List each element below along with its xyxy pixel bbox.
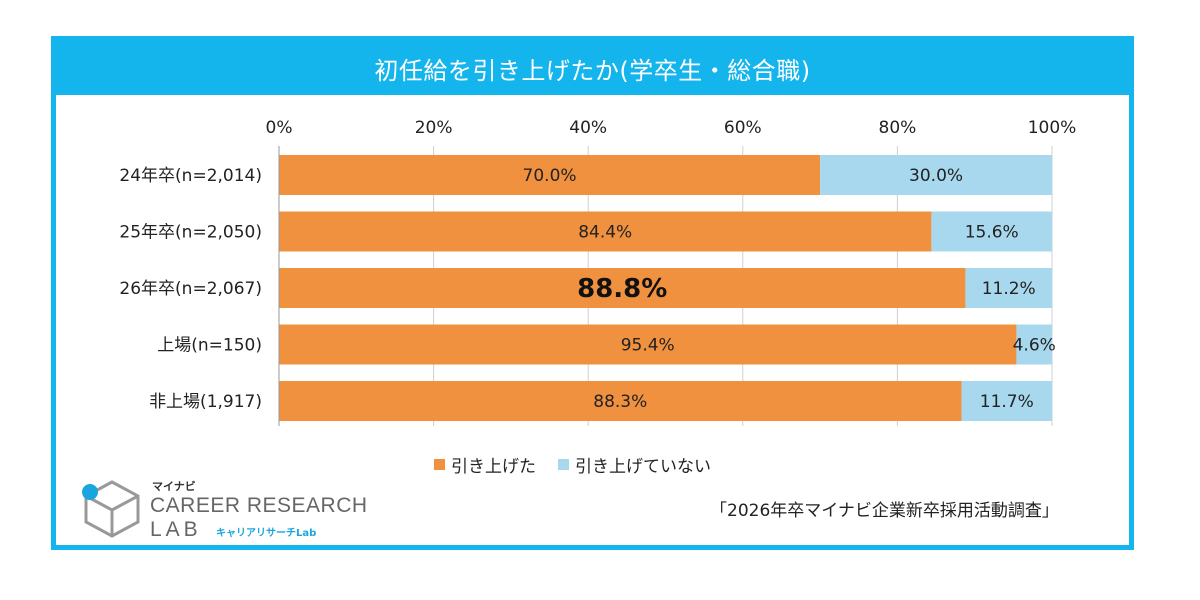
legend-item-not-raised: 引き上げていない [558, 452, 711, 477]
title-bar: 初任給を引き上げたか(学卒生・総合職) [56, 41, 1129, 95]
data-label: 4.6% [1013, 336, 1056, 356]
logo-line2: LAB [150, 518, 202, 541]
bar-not-raised [965, 268, 1052, 308]
legend: 引き上げた 引き上げていない [434, 452, 711, 477]
legend-swatch-raised [434, 459, 445, 470]
category-label: 24年卒(n=2,014) [119, 166, 262, 186]
bar-not-raised [820, 155, 1052, 195]
x-tick-label: 100% [1028, 118, 1077, 138]
legend-label-raised: 引き上げた [451, 457, 536, 477]
source-note: 「2026年卒マイナビ企業新卒採用活動調査」 [710, 501, 1059, 521]
logo-line1: CAREER RESEARCH [150, 494, 368, 517]
legend-item-raised: 引き上げた [434, 452, 536, 477]
category-label: 25年卒(n=2,050) [119, 223, 262, 243]
bar-not-raised [961, 381, 1052, 421]
chart-title: 初任給を引き上げたか(学卒生・総合職) [374, 56, 811, 85]
bar-raised [279, 381, 962, 421]
category-label: 26年卒(n=2,067) [119, 279, 262, 299]
bar-raised [279, 155, 821, 195]
data-label: 88.3% [593, 392, 647, 412]
logo-brand: マイナビ [152, 480, 196, 493]
x-tick-label: 0% [266, 118, 293, 138]
logo-sub: キャリアリサーチLab [216, 528, 317, 539]
x-tick-label: 40% [569, 118, 607, 138]
data-label: 95.4% [621, 336, 675, 356]
bar-not-raised [931, 211, 1052, 252]
x-tick-label: 20% [415, 118, 453, 138]
data-label: 11.7% [980, 392, 1034, 412]
data-label: 88.8% [577, 274, 667, 304]
bar-not-raised [1016, 324, 1052, 365]
legend-swatch-not-raised [558, 459, 569, 470]
data-label: 15.6% [965, 223, 1019, 243]
legend-label-not-raised: 引き上げていない [575, 457, 711, 477]
career-research-lab-logo: マイナビ CAREER RESEARCH LAB キャリアリサーチLab [80, 474, 380, 544]
cube-logo-icon [82, 480, 140, 538]
data-label: 70.0% [523, 166, 577, 186]
data-label: 84.4% [578, 223, 632, 243]
bar-raised [279, 324, 1017, 365]
x-tick-label: 80% [879, 118, 917, 138]
data-label: 11.2% [982, 279, 1036, 299]
x-tick-label: 60% [724, 118, 762, 138]
data-label: 30.0% [909, 166, 963, 186]
category-label: 非上場(1,917) [149, 392, 262, 412]
bar-raised [279, 268, 966, 308]
category-label: 上場(n=150) [157, 336, 262, 356]
bar-raised [279, 211, 932, 252]
